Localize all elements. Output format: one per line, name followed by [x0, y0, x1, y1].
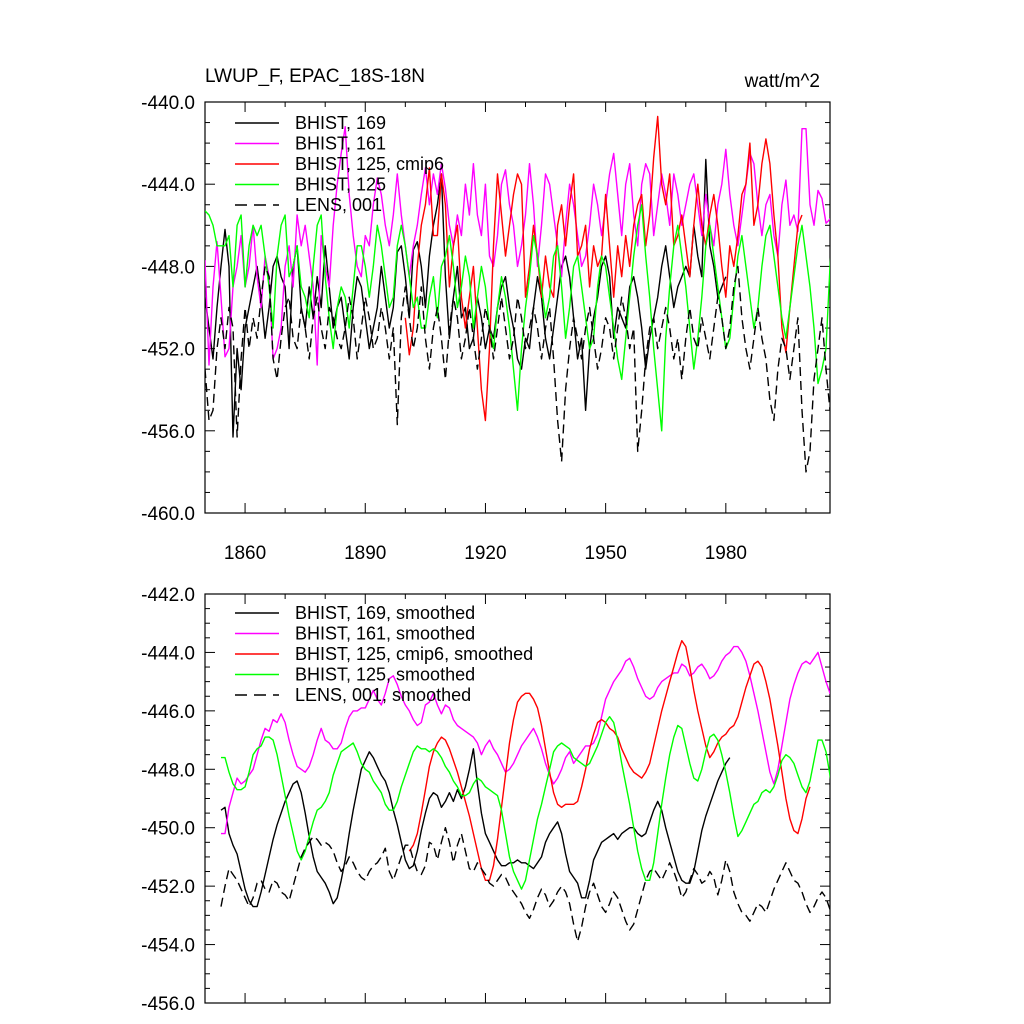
- legend-label: LENS, 001: [295, 195, 382, 215]
- y-tick-label: -440.0: [141, 93, 195, 114]
- y-tick-label: -442.0: [141, 585, 195, 606]
- series-line: [404, 115, 803, 422]
- series-group: [220, 640, 830, 943]
- legend-label: BHIST, 161: [295, 134, 386, 154]
- legend-label: BHIST, 125: [295, 175, 386, 195]
- series-line: [408, 640, 811, 881]
- legend-label: BHIST, 161, smoothed: [295, 624, 475, 644]
- series-line: [221, 645, 830, 835]
- y-tick-label: -456.0: [141, 422, 195, 443]
- y-tick-label: -454.0: [141, 936, 195, 957]
- y-tick-label: -444.0: [141, 643, 195, 664]
- y-tick-label: -448.0: [141, 760, 195, 781]
- y-tick-label: -444.0: [141, 175, 195, 196]
- x-tick-label: 1950: [585, 543, 627, 564]
- y-tick-label: -450.0: [141, 819, 195, 840]
- units-label: watt/m^2: [744, 71, 820, 92]
- y-tick-label: -452.0: [141, 340, 195, 361]
- y-tick-label: -446.0: [141, 702, 195, 723]
- y-tick-label: -448.0: [141, 257, 195, 278]
- series-group: [205, 115, 830, 473]
- chart-bottom-panel: -442.0 -444.0 -446.0 -448.0 -450.0 -452.0 -454…: [141, 585, 831, 1015]
- legend-label: BHIST, 125, cmip6, smoothed: [295, 644, 533, 664]
- legend-label: BHIST, 125, smoothed: [295, 665, 475, 685]
- series-line: [205, 204, 830, 432]
- x-tick-label: 1920: [464, 543, 506, 564]
- series-line: [205, 158, 727, 438]
- legend-label: LENS, 001, smoothed: [295, 685, 471, 705]
- chart-title: LWUP_F, EPAC_18S-18N: [205, 66, 425, 87]
- y-tick-label: -460.0: [141, 504, 195, 525]
- series-line: [220, 748, 731, 908]
- x-tick-label: 1860: [224, 543, 266, 564]
- chart-top-panel: -440.0 -444.0 -448.0 -452.0 -456.0 -460.0 1860…: [141, 66, 831, 564]
- series-line: [205, 265, 830, 473]
- legend-label: BHIST, 169, smoothed: [295, 603, 475, 623]
- legend-label: BHIST, 169: [295, 113, 386, 133]
- y-tick-label: -452.0: [141, 877, 195, 898]
- y-tick-label: -456.0: [141, 994, 195, 1015]
- x-tick-label: 1980: [705, 543, 747, 564]
- series-line: [220, 827, 830, 943]
- legend-label: BHIST, 125, cmip6: [295, 154, 444, 174]
- x-tick-label: 1890: [344, 543, 386, 564]
- series-line: [221, 716, 830, 890]
